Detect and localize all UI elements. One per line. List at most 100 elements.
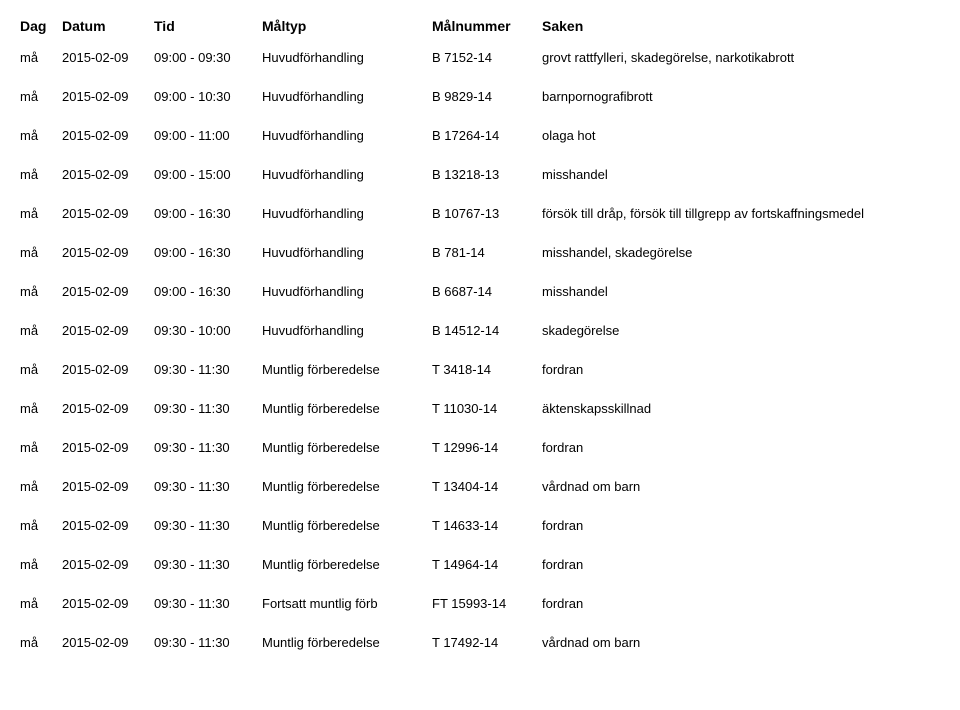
table-row: må2015-02-0909:00 - 09:30Huvudförhandlin… xyxy=(20,50,940,89)
cell-malnummer: B 6687-14 xyxy=(432,284,542,323)
cell-datum: 2015-02-09 xyxy=(62,206,154,245)
cell-saken: barnpornografibrott xyxy=(542,89,940,128)
cell-dag: må xyxy=(20,323,62,362)
cell-tid: 09:30 - 11:30 xyxy=(154,440,262,479)
cell-malnummer: B 9829-14 xyxy=(432,89,542,128)
cell-malnummer: B 13218-13 xyxy=(432,167,542,206)
cell-malnummer: T 14964-14 xyxy=(432,557,542,596)
cell-tid: 09:30 - 11:30 xyxy=(154,479,262,518)
cell-saken: olaga hot xyxy=(542,128,940,167)
cell-tid: 09:30 - 11:30 xyxy=(154,362,262,401)
table-row: må2015-02-0909:00 - 11:00Huvudförhandlin… xyxy=(20,128,940,167)
cell-datum: 2015-02-09 xyxy=(62,89,154,128)
table-row: må2015-02-0909:30 - 11:30Muntlig förbere… xyxy=(20,635,940,674)
cell-tid: 09:00 - 16:30 xyxy=(154,206,262,245)
cell-dag: må xyxy=(20,284,62,323)
cell-dag: må xyxy=(20,557,62,596)
cell-saken: vårdnad om barn xyxy=(542,479,940,518)
cell-dag: må xyxy=(20,89,62,128)
table-row: må2015-02-0909:00 - 16:30Huvudförhandlin… xyxy=(20,284,940,323)
col-header-maltyp: Måltyp xyxy=(262,18,432,50)
cell-saken: misshandel xyxy=(542,167,940,206)
cell-saken: äktenskapsskillnad xyxy=(542,401,940,440)
cell-tid: 09:00 - 16:30 xyxy=(154,284,262,323)
col-header-tid: Tid xyxy=(154,18,262,50)
table-row: må2015-02-0909:30 - 11:30Fortsatt muntli… xyxy=(20,596,940,635)
table-header-row: Dag Datum Tid Måltyp Målnummer Saken xyxy=(20,18,940,50)
cell-maltyp: Huvudförhandling xyxy=(262,206,432,245)
table-row: må2015-02-0909:30 - 11:30Muntlig förbere… xyxy=(20,362,940,401)
cell-dag: må xyxy=(20,518,62,557)
cell-maltyp: Muntlig förberedelse xyxy=(262,479,432,518)
cell-dag: må xyxy=(20,245,62,284)
cell-datum: 2015-02-09 xyxy=(62,362,154,401)
cell-saken: fordran xyxy=(542,596,940,635)
cell-tid: 09:30 - 11:30 xyxy=(154,401,262,440)
cell-maltyp: Muntlig förberedelse xyxy=(262,401,432,440)
cell-tid: 09:00 - 11:00 xyxy=(154,128,262,167)
col-header-malnummer: Målnummer xyxy=(432,18,542,50)
cell-datum: 2015-02-09 xyxy=(62,635,154,674)
cell-tid: 09:30 - 11:30 xyxy=(154,635,262,674)
cell-maltyp: Huvudförhandling xyxy=(262,128,432,167)
cell-tid: 09:00 - 09:30 xyxy=(154,50,262,89)
table-row: må2015-02-0909:30 - 10:00Huvudförhandlin… xyxy=(20,323,940,362)
col-header-datum: Datum xyxy=(62,18,154,50)
table-header: Dag Datum Tid Måltyp Målnummer Saken xyxy=(20,18,940,50)
cell-datum: 2015-02-09 xyxy=(62,440,154,479)
cell-maltyp: Fortsatt muntlig förb xyxy=(262,596,432,635)
cell-malnummer: T 12996-14 xyxy=(432,440,542,479)
cell-saken: fordran xyxy=(542,440,940,479)
cell-maltyp: Muntlig förberedelse xyxy=(262,635,432,674)
table-row: må2015-02-0909:30 - 11:30Muntlig förbere… xyxy=(20,518,940,557)
cell-datum: 2015-02-09 xyxy=(62,401,154,440)
cell-maltyp: Huvudförhandling xyxy=(262,323,432,362)
cell-datum: 2015-02-09 xyxy=(62,245,154,284)
schedule-page: Dag Datum Tid Måltyp Målnummer Saken må2… xyxy=(0,0,960,674)
table-body: må2015-02-0909:00 - 09:30Huvudförhandlin… xyxy=(20,50,940,674)
cell-dag: må xyxy=(20,440,62,479)
cell-malnummer: B 7152-14 xyxy=(432,50,542,89)
cell-malnummer: T 14633-14 xyxy=(432,518,542,557)
cell-malnummer: T 3418-14 xyxy=(432,362,542,401)
cell-dag: må xyxy=(20,596,62,635)
table-row: må2015-02-0909:00 - 10:30Huvudförhandlin… xyxy=(20,89,940,128)
col-header-saken: Saken xyxy=(542,18,940,50)
col-header-dag: Dag xyxy=(20,18,62,50)
cell-maltyp: Huvudförhandling xyxy=(262,50,432,89)
cell-tid: 09:30 - 11:30 xyxy=(154,518,262,557)
cell-tid: 09:30 - 10:00 xyxy=(154,323,262,362)
table-row: må2015-02-0909:30 - 11:30Muntlig förbere… xyxy=(20,401,940,440)
cell-saken: misshandel xyxy=(542,284,940,323)
cell-dag: må xyxy=(20,362,62,401)
table-row: må2015-02-0909:30 - 11:30Muntlig förbere… xyxy=(20,479,940,518)
cell-dag: må xyxy=(20,206,62,245)
table-row: må2015-02-0909:00 - 16:30Huvudförhandlin… xyxy=(20,206,940,245)
cell-maltyp: Muntlig förberedelse xyxy=(262,440,432,479)
cell-tid: 09:00 - 10:30 xyxy=(154,89,262,128)
cell-malnummer: FT 15993-14 xyxy=(432,596,542,635)
cell-maltyp: Huvudförhandling xyxy=(262,245,432,284)
cell-datum: 2015-02-09 xyxy=(62,50,154,89)
cell-maltyp: Huvudförhandling xyxy=(262,89,432,128)
schedule-table: Dag Datum Tid Måltyp Målnummer Saken må2… xyxy=(20,18,940,674)
cell-maltyp: Muntlig förberedelse xyxy=(262,362,432,401)
cell-maltyp: Muntlig förberedelse xyxy=(262,557,432,596)
table-row: må2015-02-0909:00 - 16:30Huvudförhandlin… xyxy=(20,245,940,284)
cell-malnummer: T 13404-14 xyxy=(432,479,542,518)
cell-tid: 09:00 - 16:30 xyxy=(154,245,262,284)
cell-tid: 09:30 - 11:30 xyxy=(154,557,262,596)
cell-malnummer: T 17492-14 xyxy=(432,635,542,674)
cell-datum: 2015-02-09 xyxy=(62,323,154,362)
cell-datum: 2015-02-09 xyxy=(62,479,154,518)
cell-saken: fordran xyxy=(542,518,940,557)
cell-saken: misshandel, skadegörelse xyxy=(542,245,940,284)
cell-dag: må xyxy=(20,128,62,167)
cell-saken: grovt rattfylleri, skadegörelse, narkoti… xyxy=(542,50,940,89)
cell-datum: 2015-02-09 xyxy=(62,596,154,635)
cell-malnummer: B 10767-13 xyxy=(432,206,542,245)
cell-dag: må xyxy=(20,401,62,440)
cell-tid: 09:00 - 15:00 xyxy=(154,167,262,206)
cell-tid: 09:30 - 11:30 xyxy=(154,596,262,635)
cell-datum: 2015-02-09 xyxy=(62,167,154,206)
